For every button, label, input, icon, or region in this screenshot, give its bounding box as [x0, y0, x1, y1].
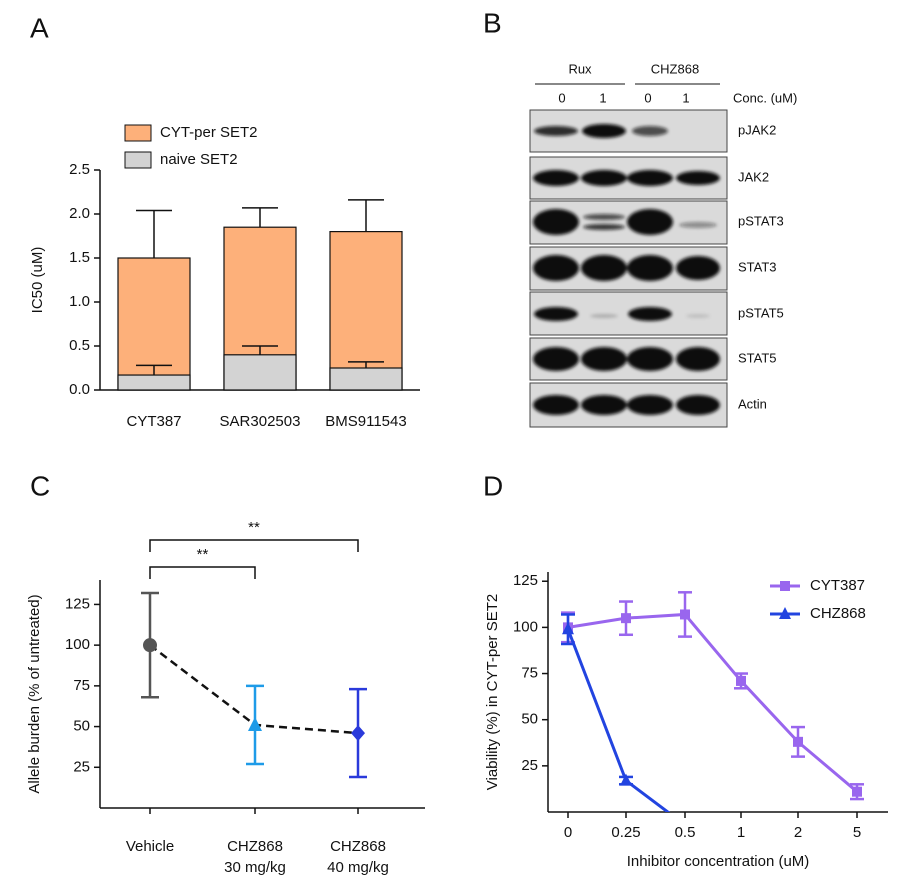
marker: [736, 675, 746, 686]
group-label: CHZ868: [651, 61, 699, 76]
panel-label: C: [30, 470, 50, 501]
plot-area: [141, 591, 367, 779]
x-tick-label: CYT387: [126, 413, 181, 430]
x-tick-label: 0: [564, 824, 572, 841]
y-axis-label: Viability (%) in CYT-per SET2: [484, 594, 501, 790]
marker: [143, 638, 157, 653]
x-tick-label: SAR302503: [220, 413, 301, 430]
bands: [533, 170, 720, 186]
panel-label: D: [483, 470, 503, 501]
x-tick-label: CHZ868 30 mg/kg: [224, 838, 286, 876]
x-tick-label: 0.5: [675, 824, 696, 841]
bands: [533, 395, 720, 415]
x-tick-label: Vehicle: [126, 838, 174, 855]
blot: Rux CHZ868 0 1 0 1 Conc. (uM): [529, 61, 797, 428]
marker: [248, 716, 262, 731]
y-tick-label: 50: [521, 711, 538, 728]
legend-swatch: [124, 151, 152, 169]
plot-area: [561, 591, 864, 812]
bands: [533, 209, 717, 235]
y-tick-label: 1.0: [69, 293, 90, 310]
group-label: Rux: [568, 61, 592, 76]
y-tick-label: 1.5: [69, 249, 90, 266]
significance-bracket: [149, 539, 359, 552]
series-line: [566, 628, 671, 812]
row-label: pJAK2: [738, 122, 776, 137]
bands: [534, 124, 668, 138]
annotation: **: [248, 519, 260, 536]
y-tick-label: 75: [73, 677, 90, 694]
lane-label: 1: [682, 90, 689, 105]
marker: [621, 613, 631, 624]
y-axis-label: IC50 (uM): [29, 247, 46, 314]
bar: [329, 367, 403, 391]
bar: [223, 354, 297, 391]
legend-swatch: [124, 124, 152, 142]
x-tick-label: CHZ868 40 mg/kg: [327, 838, 389, 876]
row-label: pSTAT5: [738, 305, 784, 320]
marker: [351, 725, 365, 742]
y-tick-label: 2.0: [69, 205, 90, 222]
significance-bracket: [149, 566, 256, 579]
y-tick-label: 0.5: [69, 337, 90, 354]
marker: [852, 786, 862, 797]
marker: [793, 736, 803, 747]
x-tick-label: BMS911543: [325, 413, 406, 430]
x-tick-label: 2: [794, 824, 802, 841]
legend-label: CYT387: [810, 577, 865, 594]
x-tick-label: 1: [737, 824, 745, 841]
marker: [620, 773, 632, 786]
legend-label: naive SET2: [160, 151, 238, 168]
y-tick-label: 2.5: [69, 161, 90, 178]
marker: [780, 581, 790, 591]
y-tick-label: 75: [521, 665, 538, 682]
y-tick-label: 0.0: [69, 381, 90, 398]
bands: [534, 307, 710, 321]
lane-label: 0: [558, 90, 565, 105]
y-axis-label: Allele burden (% of untreated): [26, 594, 43, 793]
y-tick-label: 125: [513, 572, 538, 589]
row-label: STAT3: [738, 259, 777, 274]
y-tick-label: 50: [73, 718, 90, 735]
row-label: JAK2: [738, 169, 769, 184]
legend-label: CHZ868: [810, 605, 866, 622]
y-tick-label: 25: [521, 757, 538, 774]
y-tick-label: 125: [65, 595, 90, 612]
row-label: Actin: [738, 396, 767, 411]
lane-label: 0: [644, 90, 651, 105]
x-tick-label: 0.25: [611, 824, 640, 841]
lane-label: 1: [599, 90, 606, 105]
bands: [533, 255, 720, 281]
row-label: pSTAT3: [738, 213, 784, 228]
marker: [680, 609, 690, 620]
y-tick-label: 100: [65, 636, 90, 653]
x-tick-label: 5: [853, 824, 861, 841]
series-line: [567, 612, 858, 793]
panel-label: A: [30, 12, 49, 43]
conc-label: Conc. (uM): [733, 90, 797, 105]
panel-label: B: [483, 7, 502, 38]
row-label: STAT5: [738, 350, 777, 365]
marker: [562, 622, 574, 635]
annotation: **: [197, 546, 209, 563]
y-tick-label: 100: [513, 618, 538, 635]
y-tick-label: 25: [73, 758, 90, 775]
legend-label: CYT-per SET2: [160, 124, 258, 141]
marker: [779, 607, 791, 619]
x-axis-label: Inhibitor concentration (uM): [627, 853, 810, 870]
bar: [117, 374, 191, 391]
bands: [533, 347, 720, 371]
